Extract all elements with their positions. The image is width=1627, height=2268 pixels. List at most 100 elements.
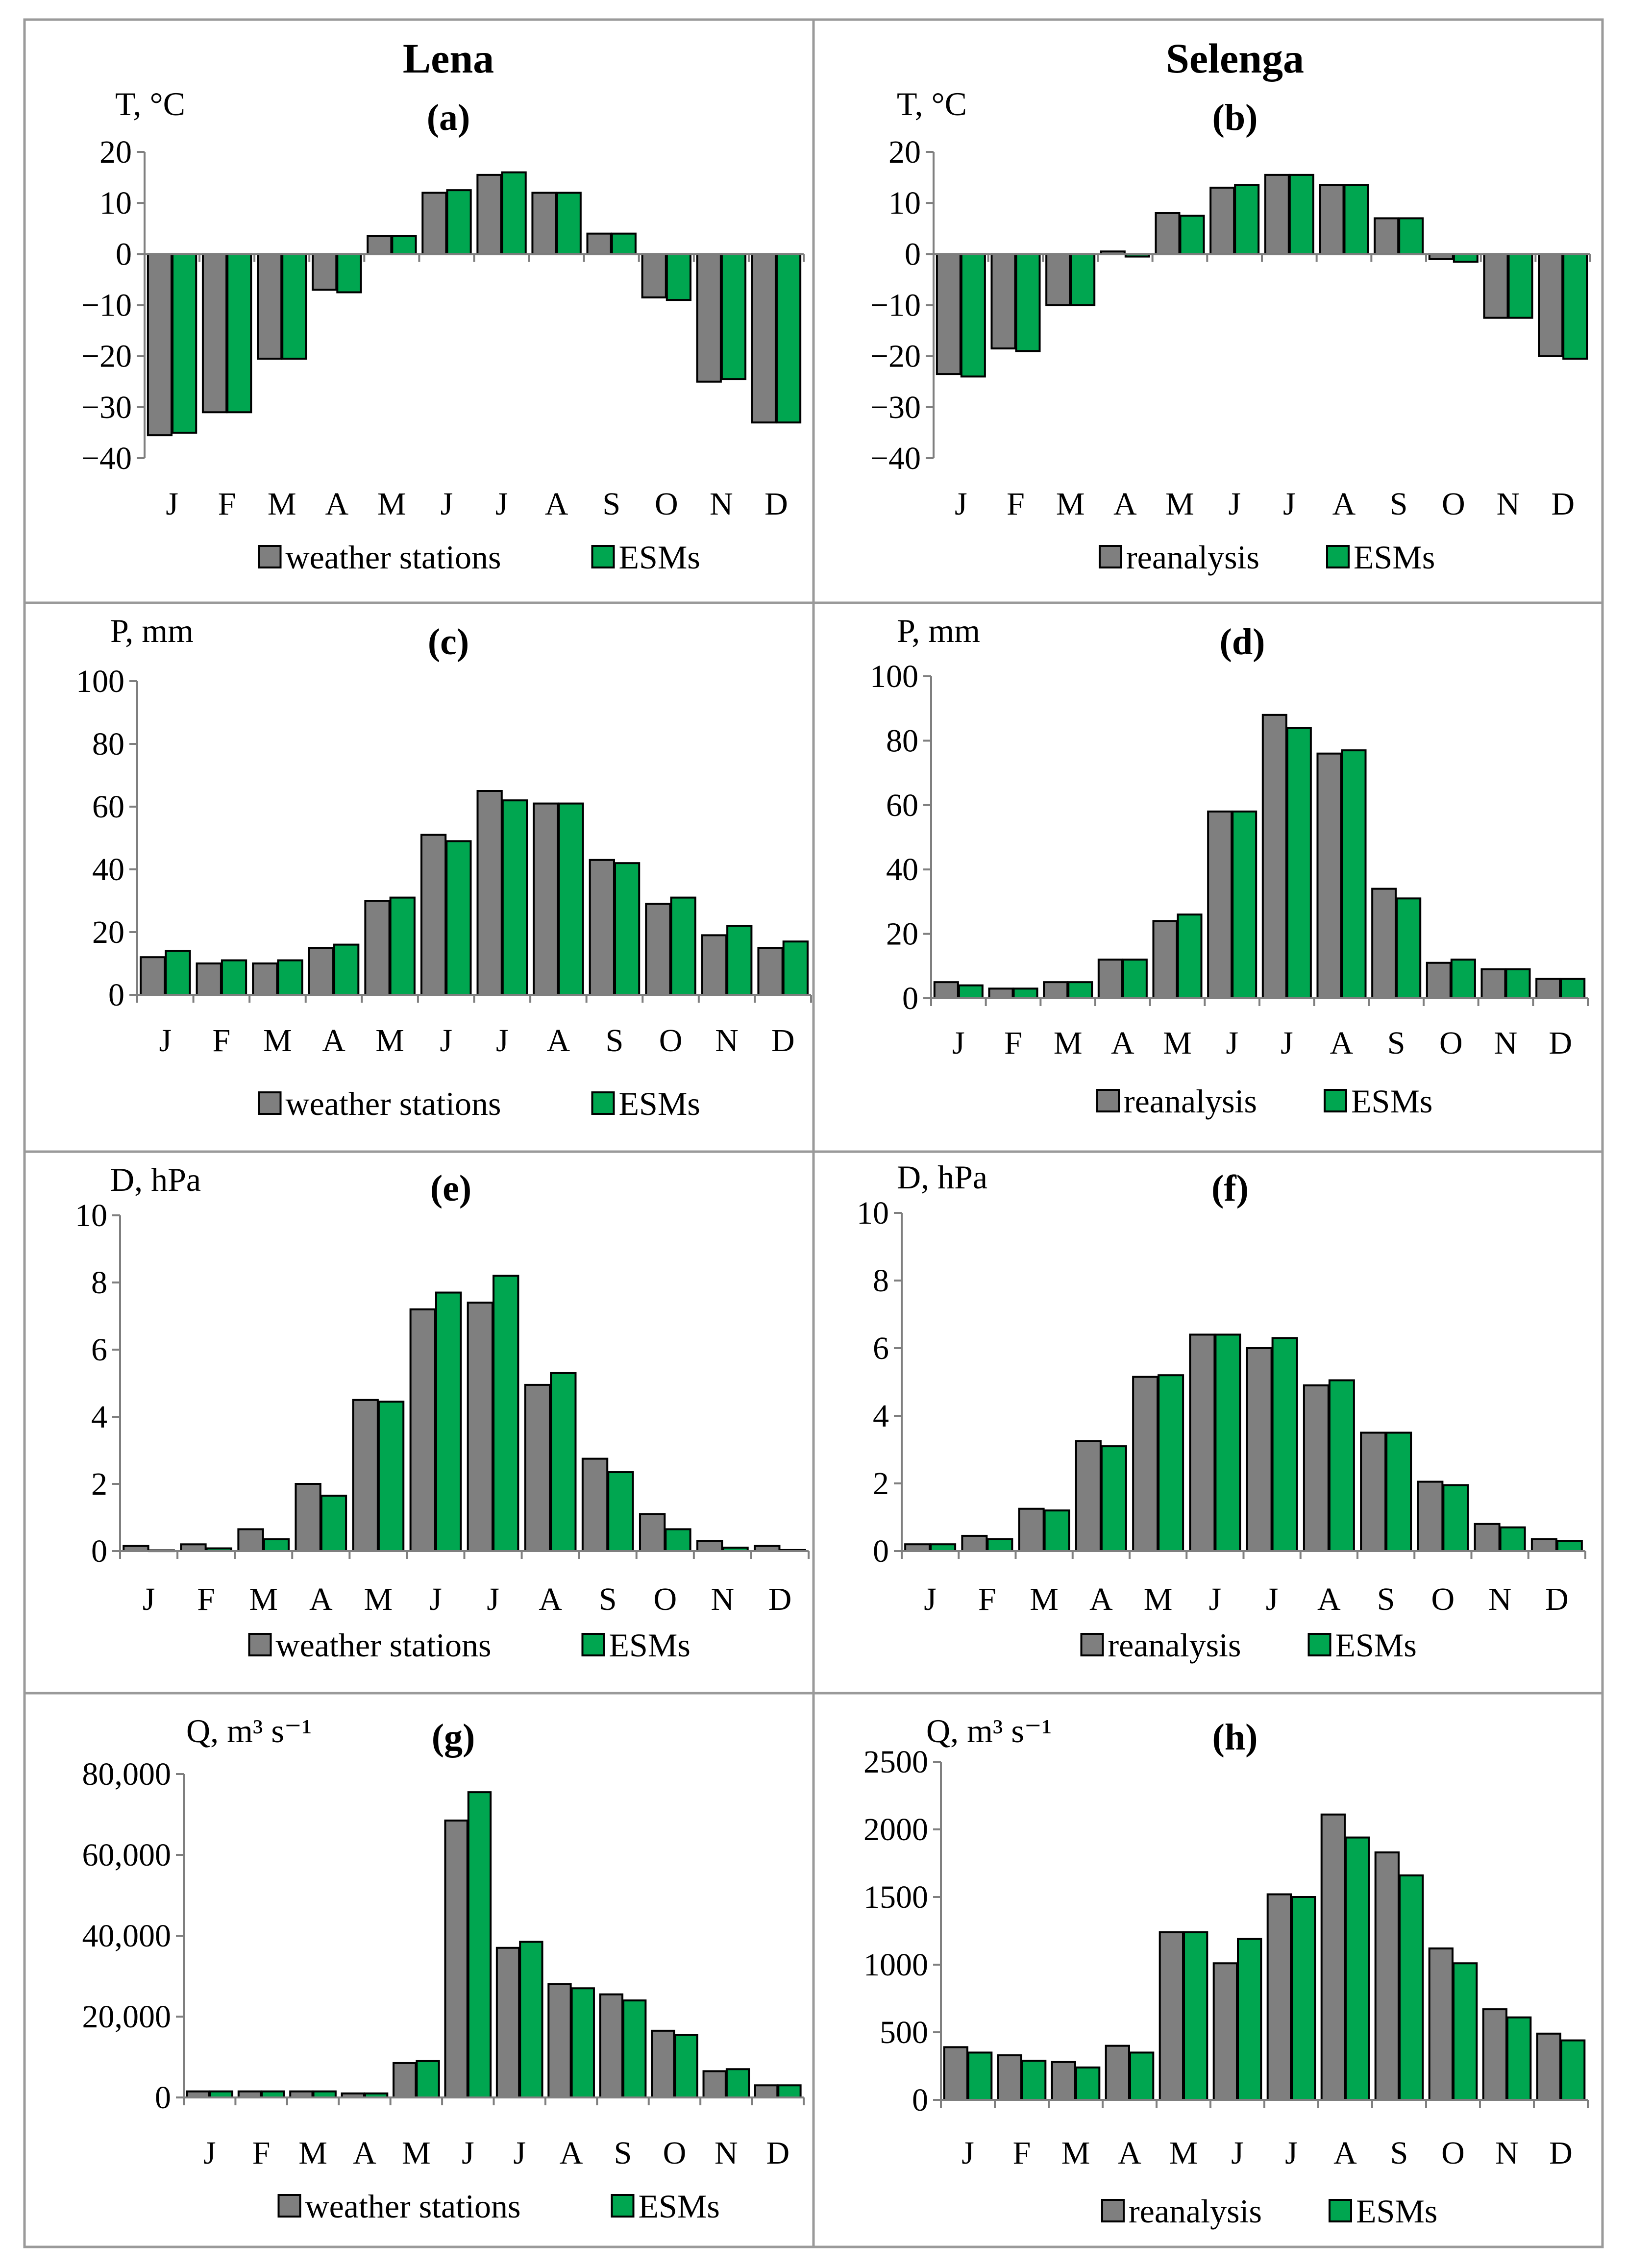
bar-series1 xyxy=(421,192,447,255)
legend-swatch xyxy=(1307,1633,1331,1656)
legend-label: ESMs xyxy=(1335,1627,1417,1664)
bar-series2 xyxy=(1158,1374,1184,1552)
y-tick-label: 20 xyxy=(886,916,918,952)
x-tick-label: J xyxy=(159,1023,172,1059)
bar-series1 xyxy=(1159,1931,1184,2101)
x-tick-label: M xyxy=(1163,1025,1192,1061)
y-axis-label: T, °C xyxy=(897,85,967,123)
bar-series1 xyxy=(651,2029,675,2098)
bar-series2 xyxy=(958,984,984,999)
bar-series2 xyxy=(1507,253,1533,319)
bar-series1 xyxy=(147,253,173,437)
x-tick-label: M xyxy=(364,1581,393,1617)
bar-series2 xyxy=(614,862,641,996)
bar-series1 xyxy=(1428,1947,1454,2101)
y-axis-label: Q, m³ s⁻¹ xyxy=(186,1712,312,1750)
bar-series2 xyxy=(1234,184,1260,255)
bar-series2 xyxy=(1129,2051,1155,2101)
bar-series2 xyxy=(611,232,637,255)
x-tick-label: J xyxy=(955,486,967,522)
legend-label: reanalysis xyxy=(1108,1627,1241,1664)
bar-series2 xyxy=(446,189,472,255)
legend-label: weather stations xyxy=(286,539,501,576)
y-axis-label: T, °C xyxy=(115,85,185,123)
bar-series2 xyxy=(666,253,691,301)
x-tick-label: S xyxy=(1377,1581,1395,1617)
bar-series2 xyxy=(1442,1484,1469,1552)
x-tick-label: J xyxy=(495,486,508,522)
y-tick-label: −30 xyxy=(81,390,132,425)
x-tick-label: M xyxy=(1030,1581,1059,1617)
y-tick-label: 0 xyxy=(155,2080,171,2116)
y-axis-label: P, mm xyxy=(897,612,980,649)
legend-swatch xyxy=(1099,545,1122,568)
x-tick-label: M xyxy=(249,1581,278,1617)
bar-series1 xyxy=(1261,714,1287,999)
bar-series2 xyxy=(493,1275,519,1553)
x-tick-label: J xyxy=(961,2135,974,2171)
legend-swatch xyxy=(1329,2199,1352,2222)
x-tick-label: J xyxy=(1285,2135,1298,2171)
y-tick-label: 10 xyxy=(857,1195,889,1231)
x-tick-label: A xyxy=(547,1023,570,1059)
x-tick-label: J xyxy=(1209,1581,1222,1617)
bar-series2 xyxy=(1286,727,1312,999)
x-tick-label: D xyxy=(771,1023,795,1059)
bar-series1 xyxy=(1155,212,1181,255)
bar-series2 xyxy=(622,1999,647,2098)
bar-series2 xyxy=(1399,1874,1424,2101)
bar-series2 xyxy=(320,1494,347,1553)
bar-series2 xyxy=(1012,987,1038,1000)
bar-series2 xyxy=(777,2084,802,2098)
bar-series1 xyxy=(1075,1440,1102,1552)
panel-label: (b) xyxy=(1212,97,1258,138)
x-tick-label: A xyxy=(322,1023,345,1059)
x-tick-label: A xyxy=(1317,1581,1341,1617)
bar-series2 xyxy=(967,2051,993,2101)
x-tick-label: F xyxy=(218,486,236,522)
y-tick-label: 20 xyxy=(99,134,132,170)
x-tick-label: J xyxy=(952,1025,965,1061)
legend-label: ESMs xyxy=(639,2188,720,2225)
bar-series2 xyxy=(1179,215,1205,255)
bar-series2 xyxy=(782,940,809,996)
bar-series1 xyxy=(1482,2008,1507,2101)
bar-series1 xyxy=(409,1308,436,1553)
x-tick-label: N xyxy=(710,486,733,522)
y-tick-label: 0 xyxy=(902,981,918,1016)
legend: reanalysis ESMs xyxy=(1096,1083,1432,1120)
x-tick-label: M xyxy=(268,486,296,522)
y-tick-label: 0 xyxy=(912,2082,928,2118)
bar-series1 xyxy=(581,1457,609,1552)
column-title-lena: Lena xyxy=(403,35,494,82)
y-axis-label: D, hPa xyxy=(897,1159,987,1196)
bar-series1 xyxy=(1045,253,1071,306)
bar-series1 xyxy=(312,253,338,291)
bar-series2 xyxy=(1271,1337,1298,1553)
legend-swatch xyxy=(581,1633,605,1656)
x-tick-label: M xyxy=(375,1023,404,1059)
legend-label: reanalysis xyxy=(1124,1083,1257,1120)
bar-series1 xyxy=(180,1543,207,1553)
bar-series2 xyxy=(670,896,696,996)
legend-label: ESMs xyxy=(1354,539,1435,576)
panel-grid xyxy=(23,18,1604,2248)
x-tick-label: M xyxy=(1144,1581,1173,1617)
bar-series2 xyxy=(336,253,362,294)
x-tick-label: M xyxy=(298,2135,327,2171)
y-tick-label: 0 xyxy=(91,1533,107,1569)
x-tick-label: A xyxy=(560,2135,583,2171)
x-tick-label: J xyxy=(166,486,178,522)
bar-series2 xyxy=(775,253,802,424)
x-tick-label: F xyxy=(978,1581,996,1617)
y-tick-label: 20,000 xyxy=(82,1999,172,2035)
y-tick-label: 500 xyxy=(880,2015,928,2050)
y-tick-label: 6 xyxy=(91,1332,107,1368)
legend-label: weather stations xyxy=(276,1627,492,1664)
bar-series1 xyxy=(444,1819,468,2098)
bar-series1 xyxy=(641,253,667,298)
x-tick-label: N xyxy=(1488,1581,1512,1617)
bar-series1 xyxy=(1483,253,1509,319)
x-tick-label: D xyxy=(1545,1581,1569,1617)
